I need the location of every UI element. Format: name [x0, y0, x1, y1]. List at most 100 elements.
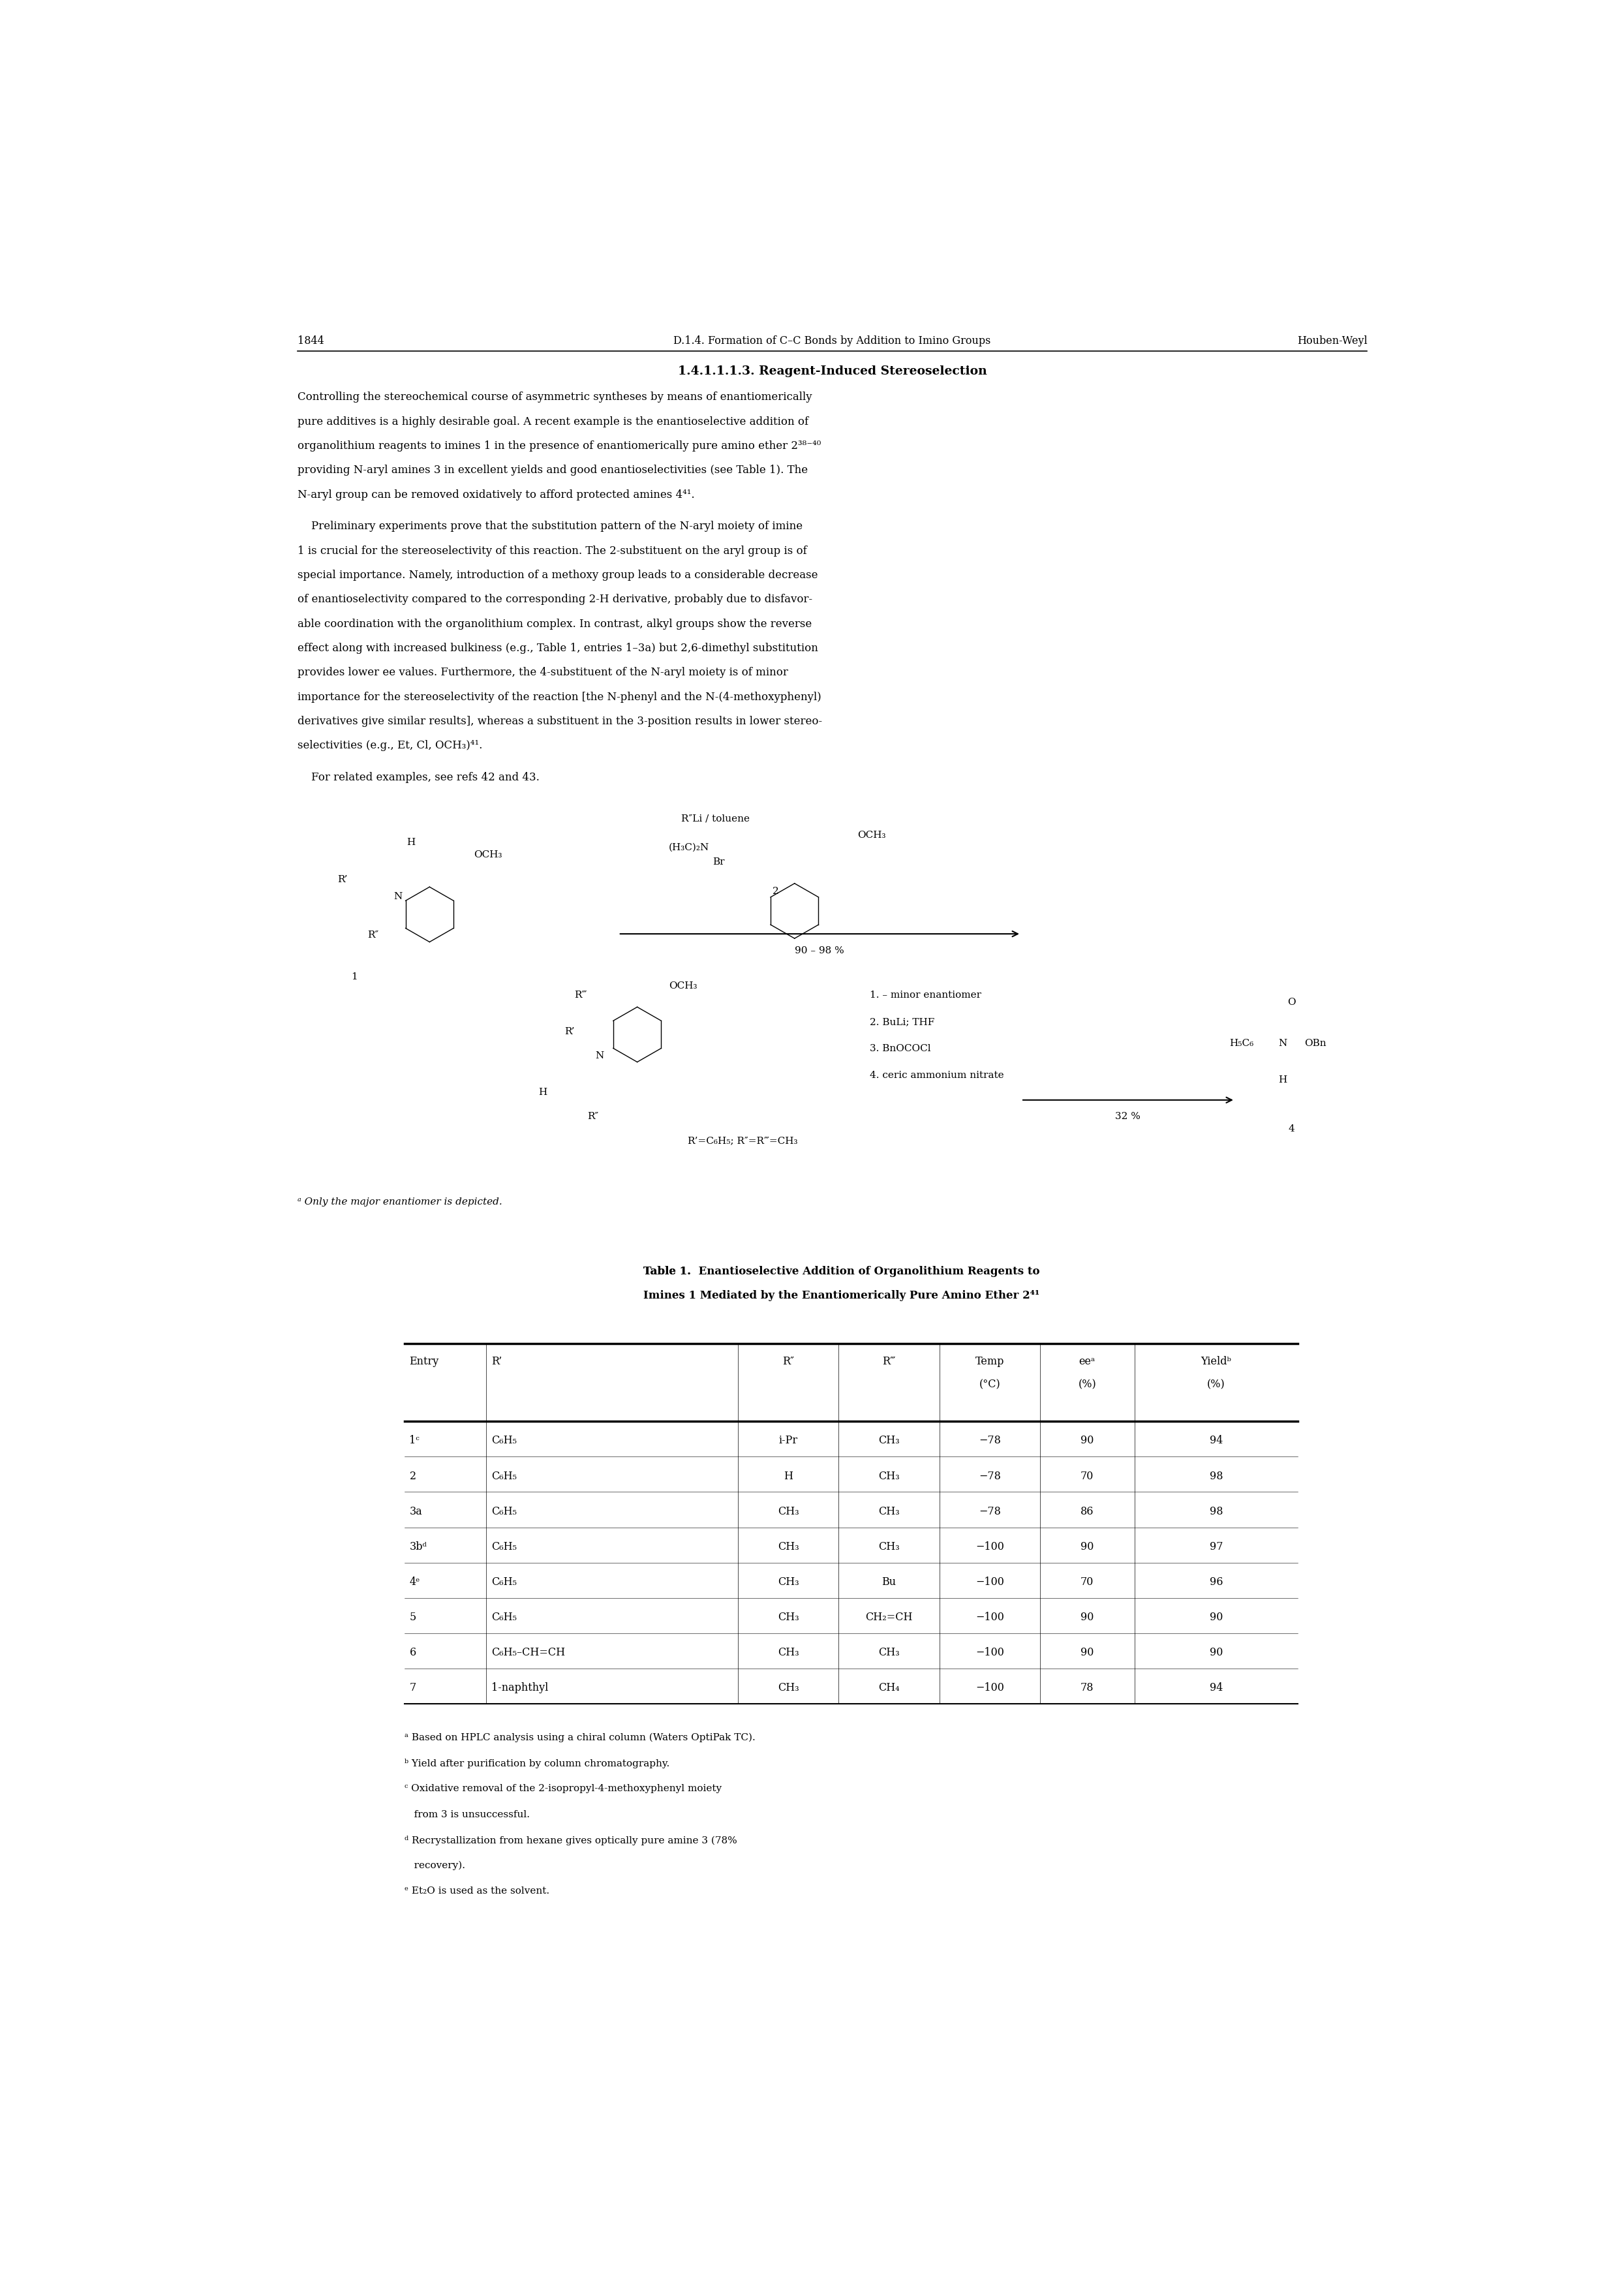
Text: 90: 90 [1210, 1612, 1223, 1623]
Text: H: H [539, 1087, 547, 1096]
Text: R″: R″ [588, 1112, 599, 1121]
Text: R‴: R‴ [882, 1355, 895, 1367]
Text: i-Pr: i-Pr [780, 1435, 797, 1447]
Text: −78: −78 [979, 1435, 1000, 1447]
Text: 4ᵉ: 4ᵉ [409, 1578, 421, 1587]
Text: C₆H₅: C₆H₅ [490, 1541, 516, 1552]
Text: Imines 1 Mediated by the Enantiomerically Pure Amino Ether 2⁴¹: Imines 1 Mediated by the Enantiomericall… [643, 1291, 1039, 1300]
Text: 90: 90 [1080, 1646, 1095, 1658]
Text: CH₄: CH₄ [879, 1683, 900, 1695]
Text: Table 1.  Enantioselective Addition of Organolithium Reagents to: Table 1. Enantioselective Addition of Or… [643, 1266, 1039, 1277]
Text: eeᵃ: eeᵃ [1078, 1355, 1095, 1367]
Text: 2. BuLi; THF: 2. BuLi; THF [870, 1018, 935, 1027]
Text: Temp: Temp [974, 1355, 1004, 1367]
Text: OBn: OBn [1304, 1039, 1327, 1048]
Text: Table 1.: Table 1. [643, 1266, 692, 1277]
Text: providing N-aryl amines 3 in excellent yields and good enantioselectivities (see: providing N-aryl amines 3 in excellent y… [297, 465, 807, 477]
Text: H: H [784, 1470, 793, 1481]
Text: −100: −100 [976, 1541, 1004, 1552]
Text: CH₃: CH₃ [778, 1683, 799, 1695]
Text: CH₃: CH₃ [778, 1507, 799, 1518]
Text: ᵃ Only the major enantiomer is depicted.: ᵃ Only the major enantiomer is depicted. [297, 1197, 502, 1206]
Text: 1: 1 [351, 972, 357, 981]
Text: CH₃: CH₃ [879, 1435, 900, 1447]
Text: 98: 98 [1210, 1470, 1223, 1481]
Text: ᵃ Based on HPLC analysis using a chiral column (Waters OptiPak TC).: ᵃ Based on HPLC analysis using a chiral … [404, 1734, 755, 1743]
Text: R″: R″ [367, 931, 378, 940]
Text: 1. – minor enantiomer: 1. – minor enantiomer [870, 991, 981, 1000]
Text: CH₃: CH₃ [879, 1541, 900, 1552]
Text: 94: 94 [1210, 1683, 1223, 1695]
Text: H: H [406, 839, 416, 848]
Text: 78: 78 [1080, 1683, 1095, 1695]
Text: C₆H₅: C₆H₅ [490, 1612, 516, 1623]
Text: R’: R’ [490, 1355, 502, 1367]
Text: −100: −100 [976, 1612, 1004, 1623]
Text: CH₃: CH₃ [778, 1541, 799, 1552]
Text: 6: 6 [409, 1646, 416, 1658]
Text: −78: −78 [979, 1507, 1000, 1518]
Text: (%): (%) [1207, 1378, 1224, 1390]
Text: 90: 90 [1080, 1435, 1095, 1447]
Text: O: O [1288, 997, 1296, 1007]
Text: C₆H₅–CH=CH: C₆H₅–CH=CH [490, 1646, 565, 1658]
Text: 7: 7 [409, 1683, 416, 1695]
Text: 86: 86 [1080, 1507, 1095, 1518]
Text: R″: R″ [783, 1355, 794, 1367]
Text: ᵈ Recrystallization from hexane gives optically pure amine 3 (78%: ᵈ Recrystallization from hexane gives op… [404, 1834, 737, 1846]
Text: C₆H₅: C₆H₅ [490, 1435, 516, 1447]
Text: 5: 5 [409, 1612, 416, 1623]
Text: 2: 2 [773, 887, 780, 897]
Text: derivatives give similar results], whereas a substituent in the 3-position resul: derivatives give similar results], where… [297, 715, 822, 727]
Text: 1844: 1844 [297, 335, 323, 346]
Text: D.1.4. Formation of C–C Bonds by Addition to Imino Groups: D.1.4. Formation of C–C Bonds by Additio… [674, 335, 991, 346]
Text: 90: 90 [1080, 1612, 1095, 1623]
Text: of enantioselectivity compared to the corresponding 2-H derivative, probably due: of enantioselectivity compared to the co… [297, 594, 812, 605]
Text: R″Li / toluene: R″Li / toluene [680, 814, 750, 823]
Text: 1ᶜ: 1ᶜ [409, 1435, 419, 1447]
Text: 32 %: 32 % [1116, 1112, 1140, 1121]
Text: provides lower ee values. Furthermore, the 4-substituent of the N-aryl moiety is: provides lower ee values. Furthermore, t… [297, 667, 788, 679]
Text: C₆H₅: C₆H₅ [490, 1578, 516, 1587]
Text: ᵇ Yield after purification by column chromatography.: ᵇ Yield after purification by column chr… [404, 1759, 669, 1768]
Text: Bu: Bu [882, 1578, 896, 1587]
Text: 1.4.1.1.1.3. Reagent-Induced Stereoselection: 1.4.1.1.1.3. Reagent-Induced Stereoselec… [677, 365, 987, 376]
Text: C₆H₅: C₆H₅ [490, 1470, 516, 1481]
Text: 1 is crucial for the stereoselectivity of this reaction. The 2-substituent on th: 1 is crucial for the stereoselectivity o… [297, 546, 807, 557]
Text: 90: 90 [1080, 1541, 1095, 1552]
Text: 3bᵈ: 3bᵈ [409, 1541, 427, 1552]
Text: Yieldᵇ: Yieldᵇ [1200, 1355, 1231, 1367]
Text: selectivities (e.g., Et, Cl, OCH₃)⁴¹.: selectivities (e.g., Et, Cl, OCH₃)⁴¹. [297, 741, 482, 752]
Text: recovery).: recovery). [404, 1862, 464, 1871]
Text: able coordination with the organolithium complex. In contrast, alkyl groups show: able coordination with the organolithium… [297, 619, 812, 628]
Text: 3a: 3a [409, 1507, 422, 1518]
Text: 90: 90 [1210, 1646, 1223, 1658]
Text: C₆H₅: C₆H₅ [490, 1507, 516, 1518]
Text: 2: 2 [409, 1470, 416, 1481]
Text: CH₃: CH₃ [879, 1507, 900, 1518]
Text: Preliminary experiments prove that the substitution pattern of the N-aryl moiety: Preliminary experiments prove that the s… [297, 521, 802, 532]
Text: CH₂=CH: CH₂=CH [866, 1612, 913, 1623]
Text: For related examples, see refs 42 and 43.: For related examples, see refs 42 and 43… [297, 773, 539, 782]
Text: effect along with increased bulkiness (e.g., Table 1, entries 1–3a) but 2,6-dime: effect along with increased bulkiness (e… [297, 642, 818, 654]
Text: R’: R’ [564, 1027, 575, 1036]
Text: 94: 94 [1210, 1435, 1223, 1447]
Text: −78: −78 [979, 1470, 1000, 1481]
Text: 96: 96 [1210, 1578, 1223, 1587]
Text: Controlling the stereochemical course of asymmetric syntheses by means of enanti: Controlling the stereochemical course of… [297, 392, 812, 404]
Text: (°C): (°C) [979, 1378, 1000, 1390]
Text: special importance. Namely, introduction of a methoxy group leads to a considera: special importance. Namely, introduction… [297, 569, 818, 580]
Text: −100: −100 [976, 1683, 1004, 1695]
Text: CH₃: CH₃ [778, 1612, 799, 1623]
Text: N: N [1278, 1039, 1288, 1048]
Text: −100: −100 [976, 1646, 1004, 1658]
Text: (H₃C)₂N: (H₃C)₂N [669, 844, 710, 853]
Text: 4: 4 [1288, 1124, 1294, 1133]
Text: 70: 70 [1080, 1470, 1095, 1481]
Text: 3. BnOCOCl: 3. BnOCOCl [870, 1043, 931, 1052]
Text: ᶜ Oxidative removal of the 2-isopropyl-4-methoxyphenyl moiety: ᶜ Oxidative removal of the 2-isopropyl-4… [404, 1784, 721, 1793]
Text: from 3 is unsuccessful.: from 3 is unsuccessful. [404, 1809, 529, 1818]
Text: R’=C₆H₅; R″=R‴=CH₃: R’=C₆H₅; R″=R‴=CH₃ [687, 1137, 797, 1146]
Text: CH₃: CH₃ [879, 1646, 900, 1658]
Text: CH₃: CH₃ [778, 1578, 799, 1587]
